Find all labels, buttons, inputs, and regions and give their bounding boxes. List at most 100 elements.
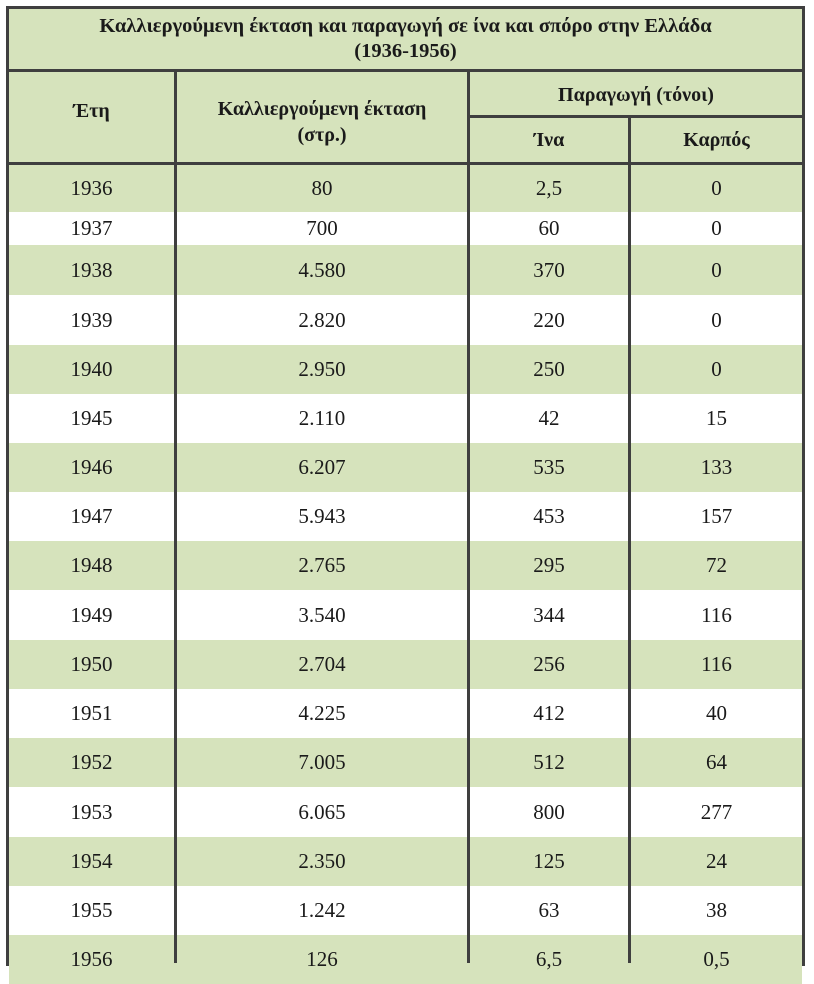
cell-area: 2.110 bbox=[298, 406, 346, 430]
table-header: Έτη Καλλιεργούμενη έκταση (στρ.) Παραγωγ… bbox=[9, 72, 802, 165]
cell-year: 1940 bbox=[70, 357, 113, 381]
cell-seed: 0 bbox=[711, 257, 722, 282]
cell-fiber: 344 bbox=[533, 602, 565, 627]
cell-area: 5.943 bbox=[298, 504, 346, 528]
cell-seed: 38 bbox=[706, 898, 727, 922]
cell-fiber: 535 bbox=[533, 455, 565, 479]
table-row: 1948 2.765 295 72 bbox=[9, 541, 802, 590]
cell-area: 126 bbox=[306, 947, 338, 971]
cell-fiber: 63 bbox=[538, 898, 560, 922]
cell-year: 1949 bbox=[70, 602, 113, 627]
cell-seed: 157 bbox=[700, 504, 733, 528]
cell-seed: 133 bbox=[700, 455, 733, 479]
cell-seed: 116 bbox=[701, 652, 732, 676]
cell-area: 700 bbox=[306, 216, 338, 240]
cell-fiber: 370 bbox=[533, 257, 565, 282]
header-divider bbox=[628, 117, 631, 165]
cell-seed: 277 bbox=[700, 799, 733, 824]
cell-fiber: 412 bbox=[533, 701, 565, 725]
cell-seed: 0 bbox=[711, 307, 722, 332]
cell-area: 4.225 bbox=[298, 701, 346, 725]
cell-area: 2.950 bbox=[298, 357, 346, 381]
cell-seed: 0 bbox=[711, 357, 722, 381]
cell-fiber: 60 bbox=[538, 216, 560, 240]
header-divider bbox=[174, 72, 177, 165]
header-fiber: Ίνα bbox=[533, 129, 565, 151]
cell-area: 6.207 bbox=[298, 455, 346, 479]
cell-area: 4.580 bbox=[298, 257, 346, 282]
data-table: Καλλιεργούμενη έκταση και παραγωγή σε ίν… bbox=[6, 6, 805, 984]
column-divider bbox=[467, 165, 470, 963]
cell-area: 2.765 bbox=[298, 553, 346, 577]
table-row: 1952 7.005 512 64 bbox=[9, 738, 802, 787]
cell-seed: 0 bbox=[711, 216, 722, 240]
header-divider bbox=[467, 72, 470, 165]
column-divider bbox=[628, 165, 631, 963]
cell-fiber: 220 bbox=[533, 307, 565, 332]
cell-fiber: 256 bbox=[533, 652, 565, 676]
cell-fiber: 295 bbox=[533, 553, 565, 577]
cell-fiber: 453 bbox=[533, 504, 565, 528]
cell-fiber: 800 bbox=[533, 799, 565, 824]
cell-fiber: 250 bbox=[533, 357, 565, 381]
cell-year: 1938 bbox=[70, 257, 113, 282]
cell-fiber: 125 bbox=[533, 849, 565, 873]
cell-year: 1937 bbox=[70, 216, 113, 240]
cell-area: 1.242 bbox=[298, 898, 346, 922]
table-row: 1955 1.242 63 38 bbox=[9, 886, 802, 935]
cell-year: 1945 bbox=[70, 406, 113, 430]
table-row: 1940 2.950 250 0 bbox=[9, 345, 802, 394]
table-row: 1956 126 6,5 0,5 bbox=[9, 935, 802, 984]
header-seed: Καρπός bbox=[683, 129, 750, 151]
cell-year: 1947 bbox=[70, 504, 113, 528]
cell-area: 2.704 bbox=[298, 652, 346, 676]
cell-seed: 116 bbox=[701, 602, 732, 627]
cell-year: 1952 bbox=[70, 750, 113, 774]
cell-seed: 64 bbox=[706, 750, 727, 774]
header-divider bbox=[470, 115, 802, 118]
table-row: 1945 2.110 42 15 bbox=[9, 394, 802, 443]
cell-area: 80 bbox=[311, 176, 333, 200]
table-row: 1949 3.540 344 116 bbox=[9, 590, 802, 640]
cell-year: 1953 bbox=[70, 799, 113, 824]
cell-seed: 0,5 bbox=[703, 947, 730, 971]
header-area-line1: Καλλιεργούμενη έκταση bbox=[217, 98, 427, 120]
table-title: Καλλιεργούμενη έκταση και παραγωγή σε ίν… bbox=[9, 9, 802, 72]
header-area-line2: (στρ.) bbox=[297, 124, 347, 146]
cell-seed: 24 bbox=[706, 849, 727, 873]
cell-year: 1936 bbox=[70, 176, 113, 200]
cell-year: 1954 bbox=[70, 849, 113, 873]
cell-seed: 15 bbox=[706, 406, 727, 430]
cell-seed: 0 bbox=[711, 176, 722, 200]
header-area: Καλλιεργούμενη έκταση (στρ.) bbox=[177, 96, 467, 148]
table-row: 1938 4.580 370 0 bbox=[9, 245, 802, 295]
cell-year: 1955 bbox=[70, 898, 113, 922]
table-row: 1950 2.704 256 116 bbox=[9, 640, 802, 689]
cell-year: 1939 bbox=[70, 307, 113, 332]
header-production: Παραγωγή (τόνοι) bbox=[558, 84, 714, 106]
table-row: 1937 700 60 0 bbox=[9, 212, 802, 245]
cell-year: 1956 bbox=[70, 947, 113, 971]
cell-area: 7.005 bbox=[298, 750, 346, 774]
header-year: Έτη bbox=[73, 100, 110, 122]
cell-year: 1946 bbox=[70, 455, 113, 479]
table-title-line2: (1936-1956) bbox=[354, 40, 457, 62]
cell-fiber: 6,5 bbox=[535, 947, 563, 971]
cell-area: 2.820 bbox=[298, 307, 346, 332]
cell-fiber: 42 bbox=[538, 406, 560, 430]
table-row: 1936 80 2,5 0 bbox=[9, 165, 802, 212]
cell-area: 2.350 bbox=[298, 849, 346, 873]
table-row: 1939 2.820 220 0 bbox=[9, 295, 802, 345]
cell-seed: 40 bbox=[706, 701, 727, 725]
table-title-line1: Καλλιεργούμενη έκταση και παραγωγή σε ίν… bbox=[99, 15, 712, 37]
table-row: 1946 6.207 535 133 bbox=[9, 443, 802, 492]
table-row: 1951 4.225 412 40 bbox=[9, 689, 802, 738]
cell-year: 1950 bbox=[70, 652, 113, 676]
cell-fiber: 512 bbox=[533, 750, 565, 774]
cell-seed: 72 bbox=[706, 553, 727, 577]
column-divider bbox=[174, 165, 177, 963]
cell-fiber: 2,5 bbox=[535, 176, 563, 200]
table-row: 1954 2.350 125 24 bbox=[9, 837, 802, 886]
cell-area: 3.540 bbox=[298, 602, 346, 627]
cell-area: 6.065 bbox=[298, 799, 346, 824]
